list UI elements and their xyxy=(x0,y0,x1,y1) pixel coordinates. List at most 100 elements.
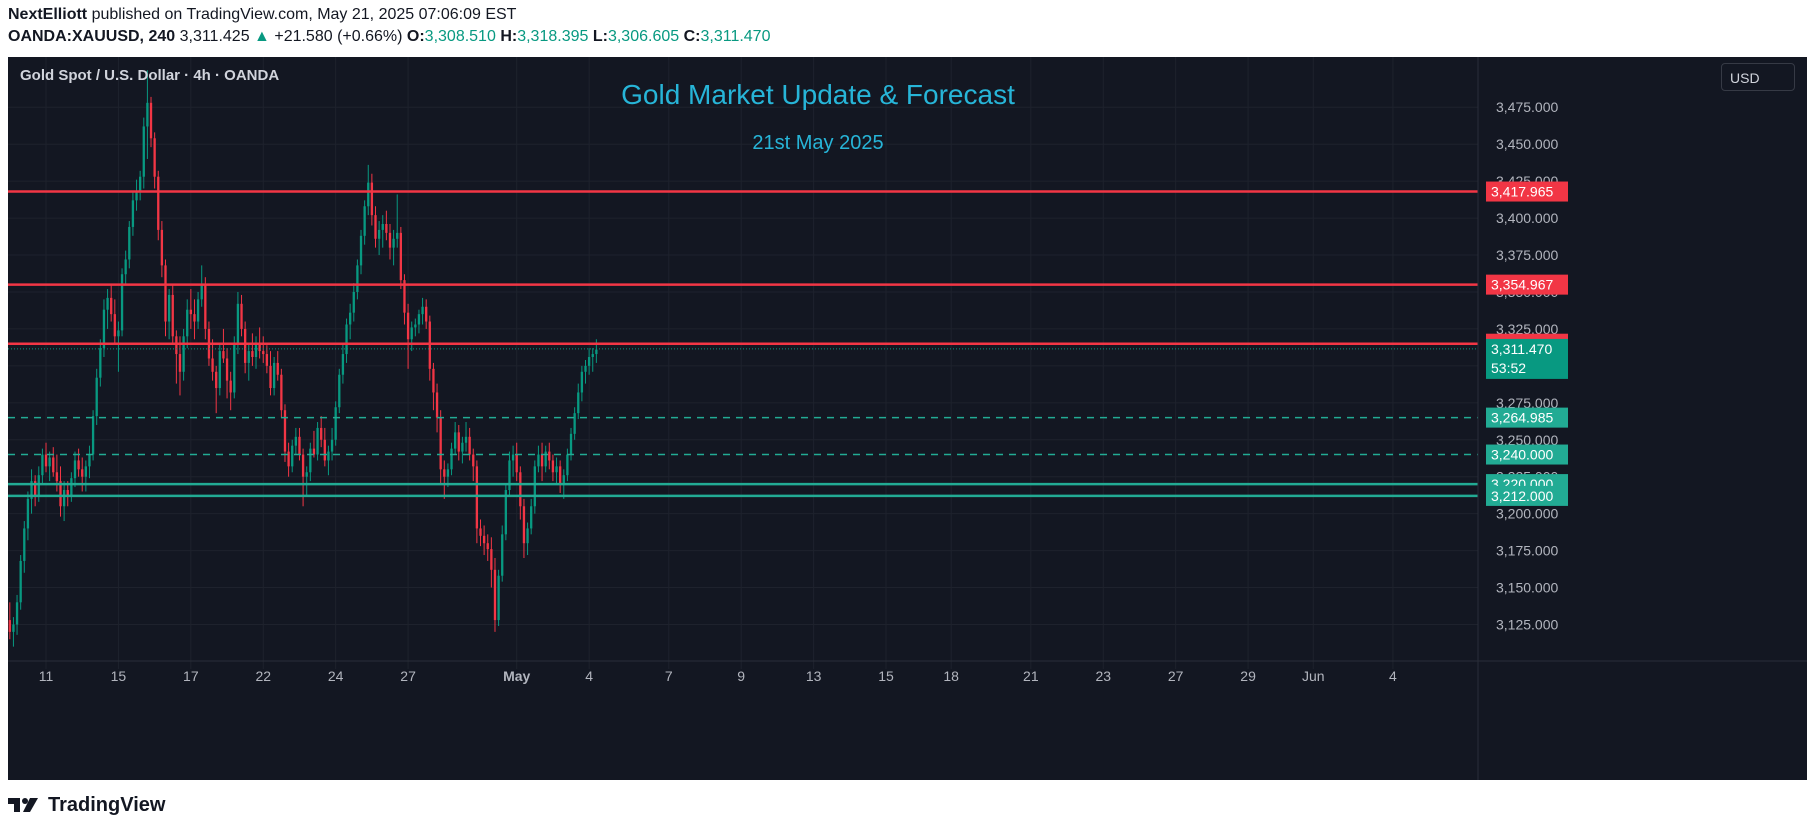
candle xyxy=(414,324,417,328)
candle xyxy=(280,374,283,411)
candle xyxy=(59,481,62,507)
candle xyxy=(530,506,533,529)
candle xyxy=(175,336,178,355)
candle xyxy=(421,306,424,315)
high-value: 3,318.395 xyxy=(517,28,589,45)
candle xyxy=(218,351,221,389)
candle xyxy=(12,624,15,632)
candle xyxy=(577,392,580,414)
candle xyxy=(106,297,109,310)
candle xyxy=(348,312,352,325)
chart-title: Gold Market Update & Forecast xyxy=(621,79,1015,110)
candle xyxy=(475,466,479,529)
candle xyxy=(406,312,410,340)
candle xyxy=(312,448,316,455)
candle xyxy=(272,362,276,389)
candle xyxy=(501,534,504,576)
candle xyxy=(493,569,497,621)
candle xyxy=(157,176,160,230)
candle xyxy=(482,535,486,544)
candle xyxy=(23,528,26,561)
candle xyxy=(352,291,355,313)
candle xyxy=(584,365,587,372)
candle xyxy=(182,336,185,372)
close-label: C: xyxy=(683,28,701,45)
x-tick-label: 23 xyxy=(1095,668,1111,684)
publish-line: NextElliott published on TradingView.com… xyxy=(8,6,516,24)
candle xyxy=(131,200,135,227)
candle xyxy=(26,498,30,529)
candle xyxy=(287,451,290,467)
support-dashed-1-label-bg xyxy=(1486,407,1568,428)
support-2-label-bg xyxy=(1486,485,1568,506)
currency-selector[interactable]: USD xyxy=(1721,63,1795,91)
candle xyxy=(334,407,337,440)
candle xyxy=(374,215,377,239)
candle xyxy=(363,206,366,236)
candle xyxy=(15,602,19,625)
x-tick-label: 11 xyxy=(39,668,54,684)
candle xyxy=(305,472,308,477)
candle xyxy=(196,299,200,322)
candle xyxy=(99,348,102,378)
candle xyxy=(44,454,48,467)
open-label: O: xyxy=(406,28,425,45)
candle xyxy=(367,182,370,207)
candle xyxy=(110,297,113,315)
author-name[interactable]: NextElliott xyxy=(8,6,88,23)
up-arrow-icon: ▲ xyxy=(254,28,270,45)
candle xyxy=(555,466,558,473)
candle xyxy=(88,454,91,467)
candle xyxy=(113,314,116,337)
candle xyxy=(341,354,345,375)
symbol-label[interactable]: OANDA:XAUUSD, 240 xyxy=(8,28,176,45)
candle xyxy=(102,309,106,349)
candle xyxy=(410,327,413,340)
candle xyxy=(128,226,131,260)
candle xyxy=(479,528,482,536)
candle xyxy=(294,436,298,446)
x-tick-label: 15 xyxy=(111,668,127,684)
candle xyxy=(254,343,258,357)
candle xyxy=(396,232,399,239)
y-tick-label: 3,450.000 xyxy=(1496,136,1558,152)
candle xyxy=(291,445,294,467)
candle xyxy=(388,232,392,248)
chart-pane[interactable]: Gold Market Update & Forecast 21st May 20… xyxy=(8,57,1807,780)
candle xyxy=(540,454,544,467)
candle xyxy=(262,351,265,355)
candle xyxy=(37,475,40,496)
series-title: Gold Spot / U.S. Dollar · 4h · OANDA xyxy=(20,67,280,84)
candle xyxy=(33,481,37,496)
current-price: 3,311.425 xyxy=(179,28,250,45)
candle xyxy=(225,358,229,381)
candle xyxy=(327,451,330,461)
candle xyxy=(595,349,598,355)
close-value: 3,311.470 xyxy=(700,28,771,45)
x-tick-label: 13 xyxy=(806,668,822,684)
candle xyxy=(167,294,171,322)
candle xyxy=(468,436,471,455)
x-tick-label: 24 xyxy=(328,668,344,684)
candle xyxy=(240,303,243,329)
candlestick-chart[interactable]: Gold Market Update & Forecast 21st May 20… xyxy=(8,57,1807,780)
candle xyxy=(403,280,406,313)
candle xyxy=(215,371,218,389)
y-tick-label: 3,475.000 xyxy=(1496,99,1558,115)
candle xyxy=(569,433,573,455)
candle xyxy=(381,223,384,230)
candle xyxy=(265,354,269,366)
candle xyxy=(417,314,421,325)
candle xyxy=(533,466,536,507)
price-change: +21.580 (+0.66%) xyxy=(274,28,403,45)
candle xyxy=(301,454,305,477)
candle xyxy=(320,427,323,440)
candle xyxy=(464,436,468,443)
candle xyxy=(298,436,301,455)
candle xyxy=(573,413,576,434)
candle xyxy=(189,309,193,315)
tradingview-logo[interactable]: TradingView xyxy=(8,790,165,820)
candle xyxy=(70,478,73,496)
candle xyxy=(73,460,77,479)
candle xyxy=(243,328,247,363)
